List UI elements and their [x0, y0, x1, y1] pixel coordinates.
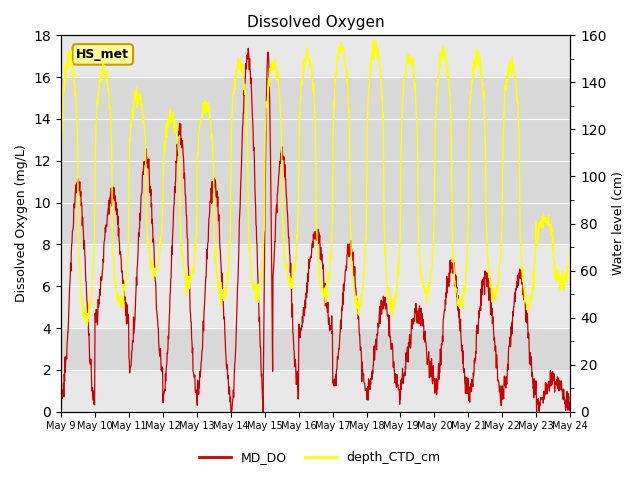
Bar: [61, 77, 570, 244]
Y-axis label: Dissolved Oxygen (mg/L): Dissolved Oxygen (mg/L): [15, 144, 28, 302]
Y-axis label: Water level (cm): Water level (cm): [612, 171, 625, 276]
Text: HS_met: HS_met: [76, 48, 129, 61]
Legend: MD_DO, depth_CTD_cm: MD_DO, depth_CTD_cm: [195, 446, 445, 469]
Bar: [61, 328, 570, 370]
Title: Dissolved Oxygen: Dissolved Oxygen: [247, 15, 385, 30]
